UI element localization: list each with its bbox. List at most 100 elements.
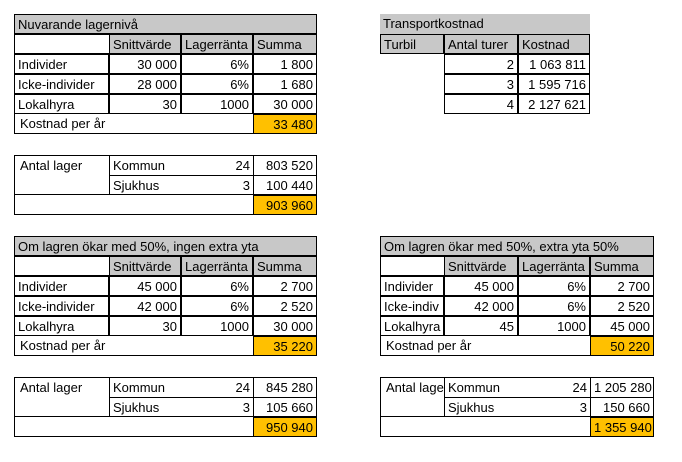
extra-antal-sum: 150 660 xyxy=(590,397,654,417)
current-antal-blank xyxy=(14,175,109,195)
no-extra-header-summa: Summa xyxy=(253,256,317,276)
no-extra-header-ranta: Lagerränta xyxy=(181,256,253,276)
extra-row-ranta: 6% xyxy=(518,276,590,296)
extra-row-snitt: 42 000 xyxy=(444,296,518,316)
no-extra-title: Om lagren ökar med 50%, ingen extra yta xyxy=(14,236,317,256)
extra-antal-name: Sjukhus xyxy=(444,397,518,417)
current-row-snitt: 28 000 xyxy=(109,74,181,94)
current-row-summa: 1 800 xyxy=(253,54,317,74)
extra-row-label: Icke-indiv xyxy=(380,296,444,316)
current-title: Nuvarande lagernivå xyxy=(14,14,317,34)
current-row-snitt: 30 xyxy=(109,94,181,114)
extra-row-snitt: 45 000 xyxy=(444,276,518,296)
extra-header-summa: Summa xyxy=(590,256,654,276)
no-extra-antal-sum: 845 280 xyxy=(253,377,317,397)
current-total-blank xyxy=(14,195,253,215)
no-extra-antal-label: Antal lager xyxy=(14,377,109,397)
extra-row-snitt: 45 xyxy=(444,316,518,336)
no-extra-header-blank xyxy=(14,256,109,276)
current-header-snitt: Snittvärde xyxy=(109,34,181,54)
no-extra-row-label: Individer xyxy=(14,276,109,296)
current-row-snitt: 30 000 xyxy=(109,54,181,74)
current-row-summa: 1 680 xyxy=(253,74,317,94)
current-antal-total: 903 960 xyxy=(253,195,317,215)
no-extra-antal-name: Sjukhus xyxy=(109,397,181,417)
current-antal-count: 3 xyxy=(181,175,253,195)
extra-row-summa: 2 700 xyxy=(590,276,654,296)
current-antal-name: Kommun xyxy=(109,155,181,175)
no-extra-antal-blank xyxy=(14,397,109,417)
no-extra-cost-label: Kostnad per år xyxy=(14,336,181,356)
current-cost-value: 33 480 xyxy=(253,114,317,134)
extra-header-blank xyxy=(380,256,444,276)
current-header-summa: Summa xyxy=(253,34,317,54)
current-header-ranta: Lagerränta xyxy=(181,34,253,54)
no-extra-row-ranta: 1000 xyxy=(181,316,253,336)
no-extra-total-blank xyxy=(14,417,253,437)
extra-row-ranta: 1000 xyxy=(518,316,590,336)
transport-header-kostnad: Kostnad xyxy=(518,34,590,54)
transport-header-turer: Antal turer xyxy=(444,34,518,54)
current-header-blank xyxy=(14,34,109,54)
no-extra-header-snitt: Snittvärde xyxy=(109,256,181,276)
no-extra-cost-value: 35 220 xyxy=(253,336,317,356)
no-extra-row-snitt: 30 xyxy=(109,316,181,336)
current-row-summa: 30 000 xyxy=(253,94,317,114)
no-extra-antal-name: Kommun xyxy=(109,377,181,397)
no-extra-row-ranta: 6% xyxy=(181,276,253,296)
current-row-ranta: 1000 xyxy=(181,94,253,114)
extra-antal-count: 3 xyxy=(518,397,590,417)
current-cost-label: Kostnad per år xyxy=(14,114,181,134)
no-extra-row-summa: 30 000 xyxy=(253,316,317,336)
no-extra-row-ranta: 6% xyxy=(181,296,253,316)
extra-antal-name: Kommun xyxy=(444,377,518,397)
extra-cost-value: 50 220 xyxy=(590,336,654,356)
transport-row-kostnad: 1 595 716 xyxy=(518,74,590,94)
transport-row-turer: 3 xyxy=(444,74,518,94)
extra-antal-total: 1 355 940 xyxy=(590,417,654,437)
current-cost-blank xyxy=(181,114,253,134)
no-extra-row-snitt: 45 000 xyxy=(109,276,181,296)
no-extra-row-label: Lokalhyra xyxy=(14,316,109,336)
extra-antal-sum: 1 205 280 xyxy=(590,377,654,397)
current-antal-sum: 803 520 xyxy=(253,155,317,175)
transport-row-kostnad: 2 127 621 xyxy=(518,94,590,114)
no-extra-antal-total: 950 940 xyxy=(253,417,317,437)
extra-header-snitt: Snittvärde xyxy=(444,256,518,276)
current-row-ranta: 6% xyxy=(181,54,253,74)
no-extra-row-summa: 2 700 xyxy=(253,276,317,296)
extra-cost-blank xyxy=(518,336,590,356)
no-extra-cost-blank xyxy=(181,336,253,356)
transport-row-kostnad: 1 063 811 xyxy=(518,54,590,74)
current-antal-sum: 100 440 xyxy=(253,175,317,195)
no-extra-antal-sum: 105 660 xyxy=(253,397,317,417)
no-extra-row-snitt: 42 000 xyxy=(109,296,181,316)
current-antal-label: Antal lager xyxy=(14,155,109,175)
current-row-ranta: 6% xyxy=(181,74,253,94)
extra-row-label: Individer xyxy=(380,276,444,296)
no-extra-antal-count: 24 xyxy=(181,377,253,397)
extra-cost-label: Kostnad per år xyxy=(380,336,518,356)
transport-row-turer: 4 xyxy=(444,94,518,114)
current-row-label: Individer xyxy=(14,54,109,74)
extra-header-ranta: Lagerränta xyxy=(518,256,590,276)
extra-row-ranta: 6% xyxy=(518,296,590,316)
no-extra-row-label: Icke-individer xyxy=(14,296,109,316)
current-antal-count: 24 xyxy=(181,155,253,175)
extra-antal-blank xyxy=(380,397,444,417)
transport-row-turer: 2 xyxy=(444,54,518,74)
transport-title: Transportkostnad xyxy=(380,14,590,34)
extra-total-blank xyxy=(380,417,590,437)
extra-row-label: Lokalhyra xyxy=(380,316,444,336)
transport-header-turbil: Turbil xyxy=(380,34,444,54)
current-row-label: Icke-individer xyxy=(14,74,109,94)
current-antal-name: Sjukhus xyxy=(109,175,181,195)
no-extra-antal-count: 3 xyxy=(181,397,253,417)
extra-row-summa: 2 520 xyxy=(590,296,654,316)
extra-antal-count: 24 xyxy=(518,377,590,397)
no-extra-row-summa: 2 520 xyxy=(253,296,317,316)
extra-row-summa: 45 000 xyxy=(590,316,654,336)
extra-title: Om lagren ökar med 50%, extra yta 50% xyxy=(380,236,654,256)
extra-antal-label: Antal lage xyxy=(380,377,444,397)
current-row-label: Lokalhyra xyxy=(14,94,109,114)
